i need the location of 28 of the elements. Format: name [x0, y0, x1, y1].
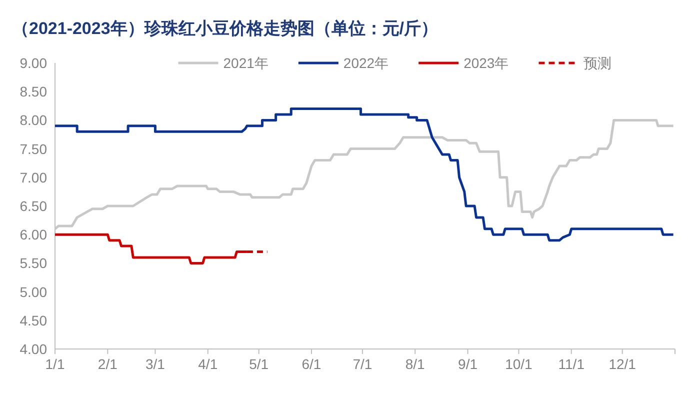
- x-tick-label: 4/1: [198, 356, 218, 372]
- y-tick-label: 5.00: [20, 284, 48, 300]
- y-tick-label: 6.00: [20, 226, 48, 243]
- legend-label: 预测: [584, 55, 612, 71]
- y-tick-label: 7.50: [20, 140, 48, 157]
- y-tick-label: 5.50: [20, 255, 48, 272]
- x-tick-label: 1/1: [45, 356, 65, 372]
- x-tick-label: 11/1: [558, 356, 585, 372]
- title: （2021-2023年）珍珠红小豆价格走势图（单位：元/斤）: [12, 19, 438, 38]
- x-tick-label: 10/1: [505, 356, 533, 372]
- x-tick-label: 8/1: [405, 356, 426, 372]
- x-tick-label: 6/1: [302, 356, 322, 372]
- legend-label: 2023年: [464, 55, 509, 71]
- x-tick-label: 3/1: [145, 356, 166, 372]
- legend-label: 2021年: [223, 55, 268, 71]
- x-tick-label: 12/1: [608, 356, 636, 372]
- y-tick-label: 9.00: [20, 55, 48, 71]
- y-tick-label: 6.50: [20, 198, 48, 214]
- x-tick-label: 5/1: [249, 356, 269, 372]
- x-tick-label: 2/1: [98, 356, 118, 372]
- y-tick-label: 4.00: [20, 341, 48, 357]
- x-tick-label: 9/1: [458, 356, 478, 372]
- y-tick-label: 8.00: [20, 112, 48, 128]
- x-tick-label: 7/1: [352, 356, 372, 372]
- y-tick-label: 7.00: [20, 169, 48, 186]
- y-tick-label: 4.50: [20, 312, 48, 328]
- legend-label: 2022年: [343, 55, 389, 71]
- y-tick-label: 8.50: [20, 84, 48, 100]
